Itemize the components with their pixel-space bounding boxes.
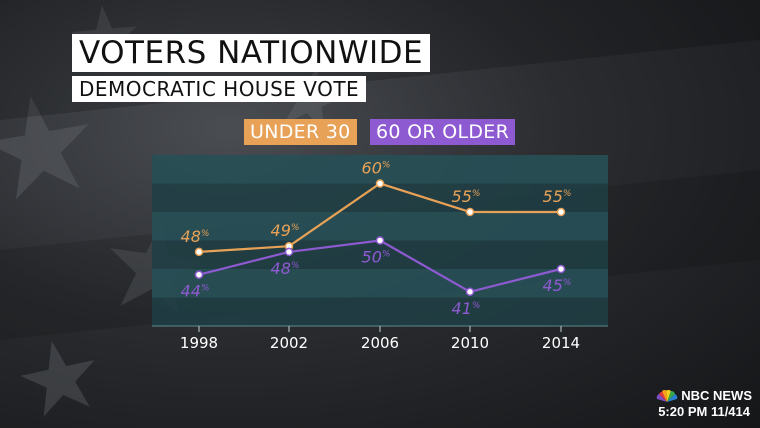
data-point [556,264,566,274]
data-point [194,270,204,279]
nbc-news-logo: NBC NEWS [652,388,752,404]
data-point [375,236,385,245]
grid-band [152,212,608,241]
x-tick-label: 1998 [180,334,218,352]
network-name: NBC NEWS [681,388,752,403]
x-tick-label: 2006 [361,334,399,352]
x-tick-label: 2010 [451,334,489,352]
timestamp: 5:20 PM 11/414 [658,404,750,419]
peacock-icon [656,390,678,403]
grid-band [152,269,608,298]
data-point [375,179,385,188]
legend-item-under-30: UNDER 30 [244,119,357,145]
data-point [284,247,294,257]
legend-item-60-or-older: 60 OR OLDER [370,119,516,145]
data-point [465,287,475,297]
chart-title: VOTERS NATIONWIDE [72,34,431,72]
x-tick-label: 2002 [270,334,308,352]
x-tick-label: 2014 [542,334,580,352]
data-point [556,207,566,217]
grid-band [152,155,608,184]
data-point [194,247,204,257]
chart-subtitle: DEMOCRATIC HOUSE VOTE [72,76,367,102]
data-point [465,207,475,217]
